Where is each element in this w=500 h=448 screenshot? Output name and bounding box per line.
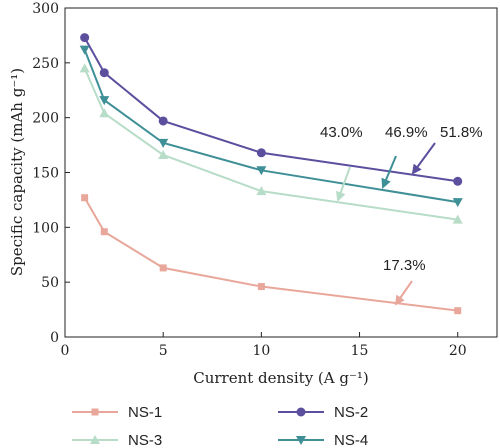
x-tick-label: 15 <box>351 343 369 359</box>
y-axis-title: Specific capacity (mAh g⁻¹) <box>8 68 26 276</box>
legend-label-ns4: NS-4 <box>334 432 368 448</box>
data-point-ns3 <box>452 214 463 224</box>
data-point-ns3 <box>99 108 110 118</box>
data-point-ns1 <box>159 264 167 272</box>
annotation-ns2-label: 51.8% <box>440 124 483 141</box>
data-point-ns3 <box>158 149 169 159</box>
series-line-ns2 <box>83 37 458 183</box>
legend-item-ns3: NS-3 <box>72 432 162 448</box>
legend-marker-ns3 <box>90 435 100 444</box>
y-tick-label: 300 <box>32 1 59 17</box>
data-point-ns1 <box>81 194 89 202</box>
series-line-ns3 <box>83 67 458 221</box>
legend-item-ns1: NS-1 <box>72 404 162 421</box>
data-point-ns3 <box>256 186 267 196</box>
data-point-ns4 <box>452 198 463 208</box>
legend-marker-ns1 <box>91 408 99 416</box>
data-point-ns1 <box>257 283 265 291</box>
legend-label-ns2: NS-2 <box>334 404 368 421</box>
data-point-ns2 <box>256 148 266 158</box>
annotation-ns1-label: 17.3% <box>383 257 426 274</box>
annotation-ns4-arrow <box>381 155 397 189</box>
series-ns2 <box>80 33 463 186</box>
x-tick-label: 0 <box>61 343 70 359</box>
y-tick-label: 100 <box>32 220 59 236</box>
series-line-ns1 <box>83 197 458 312</box>
annotations: 43.0% 46.9% 51.8% 17.3% <box>320 124 483 306</box>
data-point-ns1 <box>454 307 462 315</box>
y-tick-label: 150 <box>32 166 59 182</box>
data-point-ns2 <box>453 176 463 186</box>
legend-label-ns3: NS-3 <box>128 432 162 448</box>
series-ns3 <box>79 63 463 224</box>
legend-marker-ns4 <box>296 436 306 445</box>
data-point-ns4 <box>158 138 169 148</box>
x-tick-label: 5 <box>159 343 168 359</box>
y-tick-label: 0 <box>50 330 59 346</box>
annotation-ns2-arrow <box>411 142 436 175</box>
x-axis-title: Current density (A g⁻¹) <box>193 369 369 387</box>
x-tick-label: 10 <box>252 343 270 359</box>
data-point-ns4 <box>79 45 90 55</box>
legend: NS-1 NS-2 NS-3 NS-4 <box>72 404 368 448</box>
y-tick-label: 50 <box>41 275 59 291</box>
series-layer <box>79 33 463 315</box>
data-point-ns2 <box>99 68 109 78</box>
annotation-ns3-arrow <box>336 166 351 202</box>
annotation-ns4-label: 46.9% <box>385 124 428 141</box>
ticks <box>64 7 459 338</box>
x-tick-label: 20 <box>449 343 467 359</box>
y-tick-label: 200 <box>32 111 59 127</box>
data-point-ns4 <box>99 96 110 106</box>
data-point-ns2 <box>80 33 90 43</box>
data-point-ns1 <box>100 228 108 236</box>
legend-item-ns4: NS-4 <box>278 432 368 448</box>
legend-marker-ns2 <box>296 407 306 417</box>
legend-label-ns1: NS-1 <box>128 404 162 421</box>
annotation-ns1-arrow <box>394 280 413 306</box>
legend-item-ns2: NS-2 <box>278 404 368 421</box>
y-tick-label: 250 <box>32 56 59 72</box>
annotation-ns3-label: 43.0% <box>320 124 363 141</box>
series-ns4 <box>79 45 463 208</box>
data-point-ns2 <box>158 116 168 126</box>
data-point-ns3 <box>79 63 90 73</box>
data-point-ns4 <box>256 166 267 176</box>
series-ns1 <box>81 194 462 315</box>
